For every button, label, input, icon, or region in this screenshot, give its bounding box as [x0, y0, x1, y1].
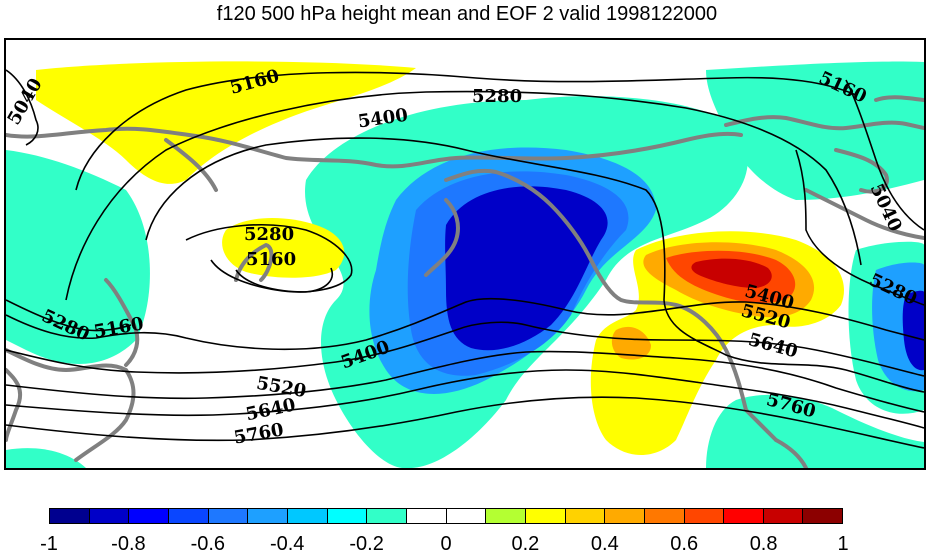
coastline-canada-islands — [834, 148, 889, 194]
colorbar-swatch — [168, 509, 209, 523]
colorbar-tick-label: -1 — [40, 533, 58, 555]
coastline-asia-east — [6, 348, 136, 462]
contour-5520 — [6, 350, 924, 413]
coastline-aleutians — [424, 198, 460, 277]
colorbar-swatch — [50, 509, 90, 523]
neg-faint-region-ne — [706, 61, 924, 200]
contour-label: 5760 — [232, 419, 285, 448]
contour-5400-lower — [6, 321, 924, 377]
colorbar-tick-label: -0.2 — [349, 533, 384, 555]
colorbar — [49, 508, 843, 524]
contour-5040-west — [6, 69, 39, 146]
colorbar-swatch — [644, 509, 685, 523]
colorbar-tick-label: 0 — [440, 533, 452, 555]
colorbar-tick-label: -0.8 — [111, 533, 146, 555]
pos-faint-region-nw — [36, 61, 416, 184]
map-canvas: 5040 5160 5280 5400 5160 5280 5160 5280 … — [6, 61, 924, 468]
coastline-canada-east — [804, 188, 924, 240]
contour-label: 5280 — [244, 224, 294, 245]
contour-5400-loop — [145, 137, 924, 393]
coastline-japan — [104, 278, 140, 367]
contour-5640 — [6, 369, 924, 429]
contour-label: 5280 — [472, 86, 522, 107]
contour-5160-north — [75, 71, 857, 191]
neg-east-strong — [902, 290, 924, 371]
coastline-okhotsk — [234, 243, 274, 282]
colorbar-tick-label: 0.2 — [511, 533, 540, 555]
pos-max-region — [691, 258, 772, 288]
colorbar-swatch — [406, 509, 447, 523]
contour-5760 — [6, 396, 924, 449]
contour-label: 5160 — [246, 249, 296, 270]
colorbar-swatch — [565, 509, 606, 523]
colorbar-swatch — [327, 509, 368, 523]
colorbar-ticks: -1 -0.8 -0.6 -0.4 -0.2 0 0.2 0.4 0.6 0.8 1 — [0, 532, 934, 558]
contour-5160-center — [235, 267, 333, 293]
colorbar-swatch — [803, 509, 843, 523]
contour-5280-north — [65, 90, 862, 301]
coastline-asia-sw — [6, 368, 23, 442]
plot-title: f120 500 hPa height mean and EOF 2 valid… — [216, 3, 718, 25]
coastline-hudson — [874, 95, 924, 102]
colorbar-tick-label: -0.4 — [269, 533, 305, 555]
contour-labels: 5040 5160 5280 5400 5160 5280 5160 5280 … — [6, 66, 920, 449]
colorbar-tick-label: -0.6 — [190, 533, 226, 555]
contour-5160-east — [795, 149, 924, 306]
colorbar-tick-label: 0.8 — [749, 533, 778, 555]
colorbar-swatch — [248, 509, 288, 523]
neg-strong-region — [445, 186, 608, 351]
colorbar-swatch — [287, 509, 328, 523]
eof-shading — [6, 61, 924, 468]
coastline-kamchatka — [164, 138, 218, 192]
colorbar-swatch — [605, 509, 645, 523]
height-contours — [6, 69, 924, 449]
neg-faint-region-west — [6, 150, 150, 364]
colorbar-swatch — [367, 509, 407, 523]
colorbar-swatch — [525, 509, 566, 523]
neg-faint-region-sw — [6, 448, 86, 468]
colorbar-tick-label: 1 — [837, 533, 849, 555]
contour-label: 5640 — [746, 329, 800, 362]
colorbar-tick-label: 0.4 — [590, 533, 619, 555]
contour-5280-center — [185, 224, 353, 293]
coastline-asia-north — [6, 126, 743, 169]
colorbar-swatch — [129, 509, 169, 523]
coastline-us-west — [774, 438, 808, 468]
contour-5280-lower — [6, 297, 924, 351]
coastline-canada-north — [724, 115, 924, 131]
contour-5040-east — [845, 79, 924, 231]
map-panel: 5040 5160 5280 5400 5160 5280 5160 5280 … — [4, 38, 926, 470]
colorbar-swatch — [208, 509, 249, 523]
contour-5160-sw — [6, 299, 132, 332]
coastlines — [6, 95, 924, 468]
colorbar-swatch — [763, 509, 804, 523]
colorbar-swatch — [486, 509, 526, 523]
colorbar-swatch — [684, 509, 725, 523]
colorbar-swatch — [89, 509, 130, 523]
colorbar-swatch — [446, 509, 487, 523]
colorbar-swatch — [724, 509, 764, 523]
pos-mid-region-small — [611, 326, 651, 360]
colorbar-tick-label: 0.6 — [670, 533, 699, 555]
